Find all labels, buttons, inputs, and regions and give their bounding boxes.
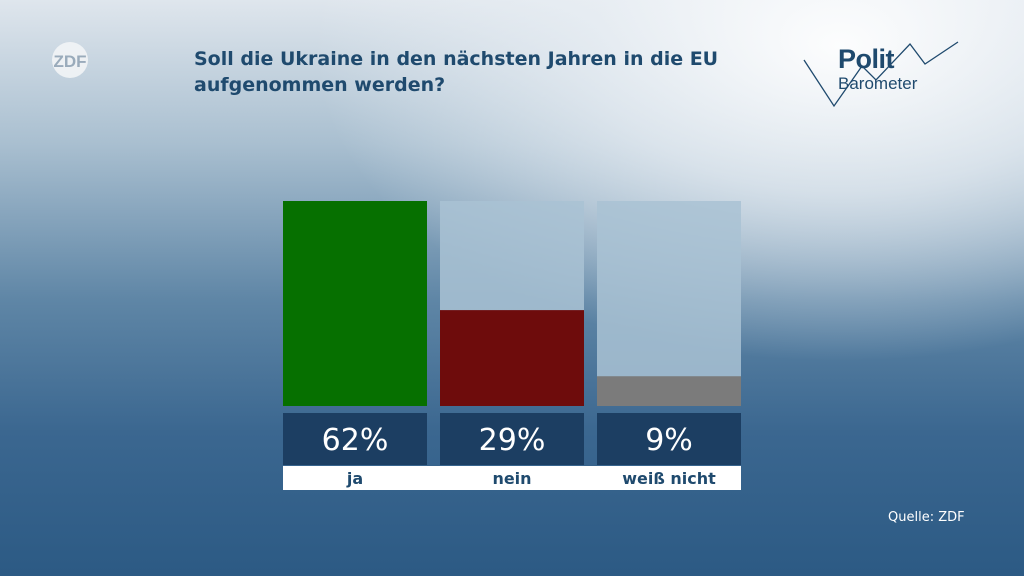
value-label-box [597,413,741,465]
category-label: weiß nicht [622,469,716,488]
category-strip [283,466,741,490]
value-label: 62% [322,423,389,458]
chart-title: Soll die Ukraine in den nächsten Jahren … [194,48,719,96]
source-label: Quelle: ZDF [888,510,965,525]
politbarometer-logo-subtitle: Barometer [838,74,918,93]
politbarometer-logo-icon: Polit Barometer [800,36,965,116]
bar-0 [283,201,427,406]
politbarometer-logo-title: Polit [838,44,895,74]
value-label-box [440,413,584,465]
value-label-box [283,413,427,465]
category-label: nein [492,469,531,488]
zdf-logo-icon: ZDF [52,42,88,78]
bar-track [597,201,741,406]
bar-2 [597,376,741,406]
bar-1 [440,310,584,406]
svg-text:ZDF: ZDF [53,52,86,71]
value-label: 9% [645,423,693,458]
value-label: 29% [479,423,546,458]
category-label: ja [346,469,363,488]
